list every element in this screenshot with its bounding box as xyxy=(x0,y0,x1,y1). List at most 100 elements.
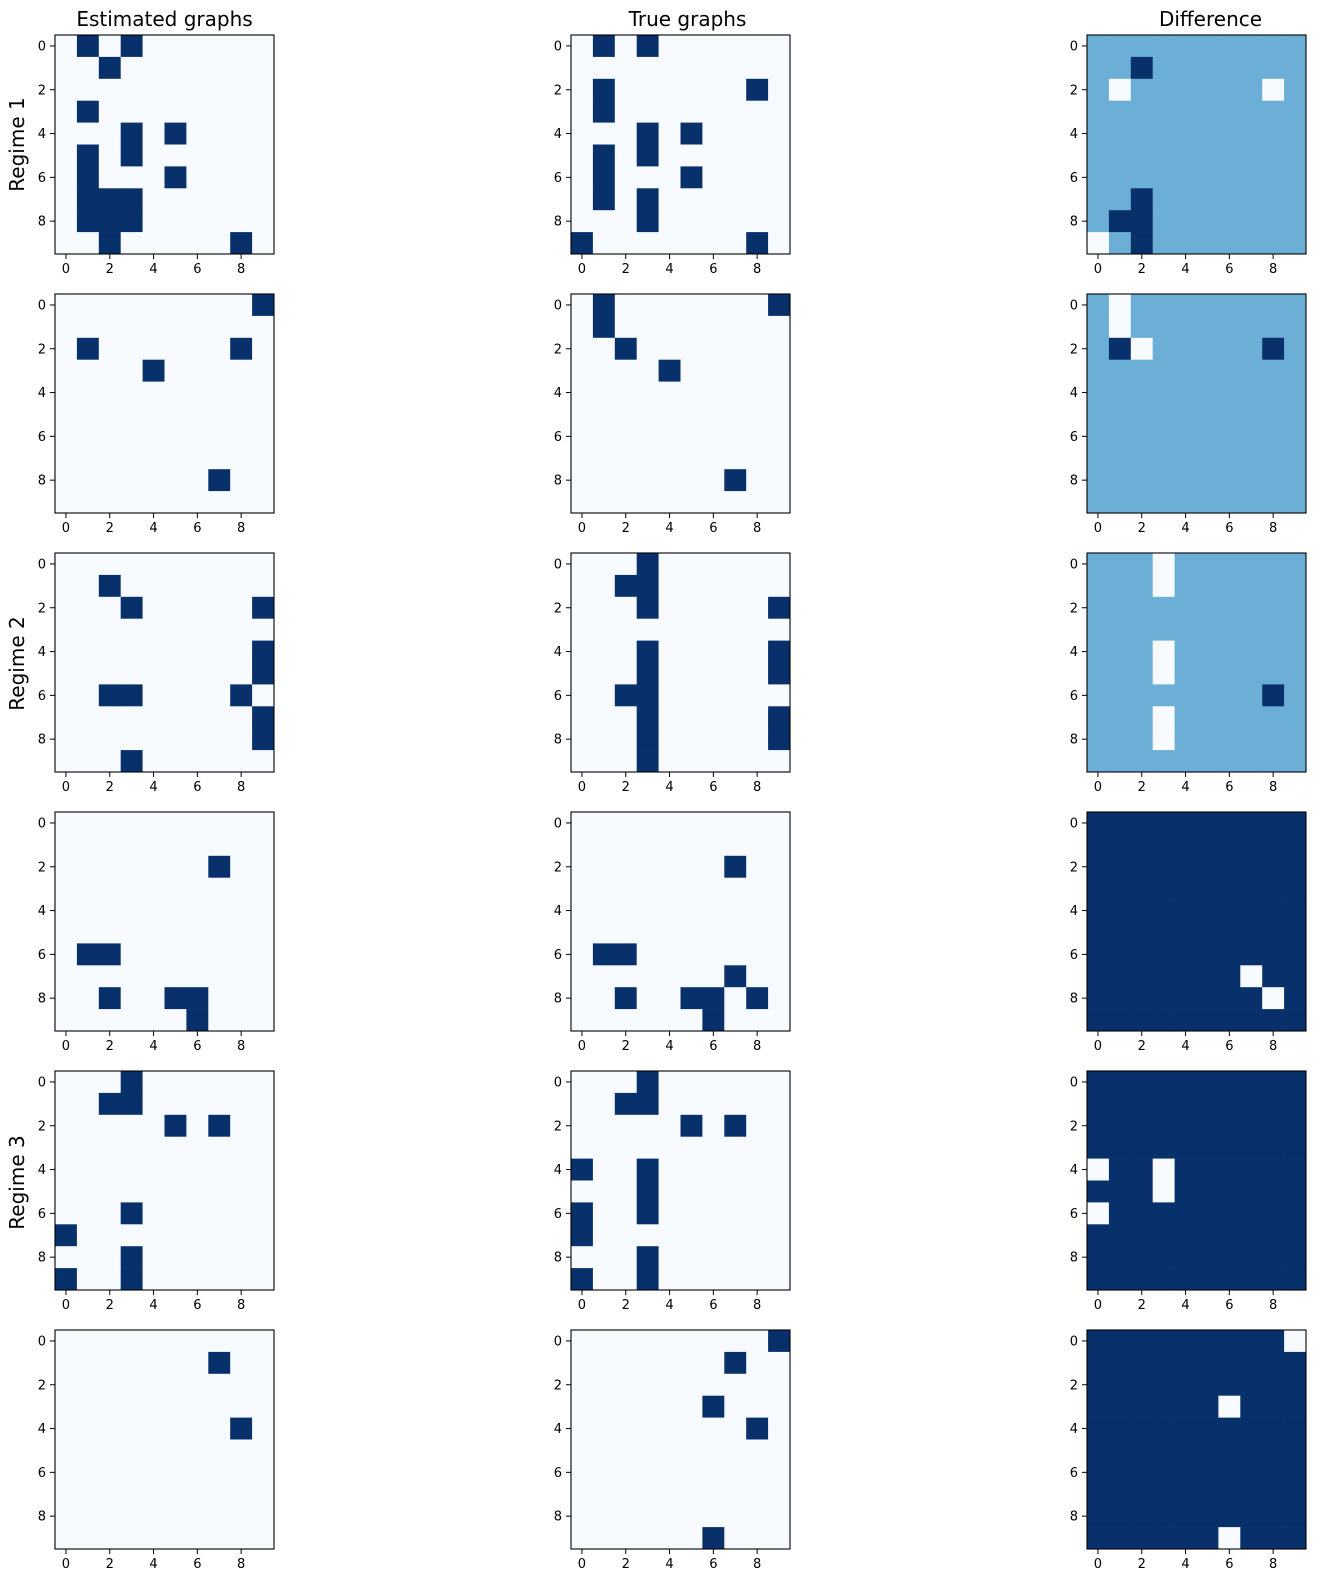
heatmap-cell xyxy=(571,403,594,426)
heatmap-cell xyxy=(1130,1461,1154,1484)
heatmap-cell xyxy=(1087,1373,1110,1397)
heatmap-cell xyxy=(768,1246,791,1269)
heatmap-cell xyxy=(252,1114,275,1138)
heatmap-cell xyxy=(746,1180,769,1203)
heatmap-cell xyxy=(208,1373,231,1397)
heatmap-cell xyxy=(1218,553,1241,576)
heatmap-cell xyxy=(230,337,253,361)
heatmap-cell xyxy=(120,425,143,448)
heatmap-cell xyxy=(208,728,231,751)
heatmap-cell xyxy=(55,1330,78,1353)
heatmap-cell xyxy=(1152,294,1175,317)
heatmap-cell xyxy=(768,403,791,426)
heatmap-cell xyxy=(208,1114,231,1138)
heatmap-cell xyxy=(1196,1373,1219,1397)
heatmap-cell xyxy=(1130,469,1154,492)
heatmap-cell xyxy=(1174,359,1197,382)
heatmap-cell xyxy=(252,100,275,123)
heatmap-cell xyxy=(1130,812,1154,835)
heatmap-cell xyxy=(592,1246,616,1269)
heatmap-cell xyxy=(724,1158,747,1181)
heatmap-cell xyxy=(636,1527,659,1550)
y-tick-label: 8 xyxy=(554,474,562,489)
heatmap-cell xyxy=(571,1092,594,1116)
heatmap-cell xyxy=(1087,1009,1110,1032)
y-tick-label: 8 xyxy=(38,1510,46,1525)
heatmap-cell xyxy=(1087,965,1110,988)
heatmap-cell xyxy=(724,1071,747,1094)
heatmap-cell xyxy=(702,1224,725,1247)
heatmap-cell xyxy=(658,447,681,470)
heatmap-cell xyxy=(1087,640,1110,663)
heatmap-cell xyxy=(98,1461,122,1484)
heatmap-cell xyxy=(614,1373,638,1397)
heatmap-cell xyxy=(76,1202,100,1225)
heatmap-cell xyxy=(571,1417,594,1440)
heatmap-cell xyxy=(724,1246,747,1269)
y-tick-label: 8 xyxy=(554,215,562,230)
heatmap-cell xyxy=(746,877,769,900)
heatmap-cell xyxy=(164,1180,187,1203)
heatmap-cell xyxy=(76,596,100,620)
heatmap-cell xyxy=(768,1527,791,1550)
heatmap-cell xyxy=(164,1330,187,1353)
heatmap-cell xyxy=(746,1395,769,1418)
heatmap-cell xyxy=(208,921,231,944)
heatmap-cell xyxy=(592,921,616,944)
heatmap-cell xyxy=(1262,596,1285,620)
heatmap-cell xyxy=(614,618,638,641)
heatmap-cell xyxy=(636,553,659,576)
heatmap-cell xyxy=(1152,1417,1175,1440)
heatmap-cell xyxy=(571,1224,594,1247)
heatmap-cell xyxy=(230,210,253,233)
heatmap-cell xyxy=(208,100,231,123)
heatmap-cell xyxy=(636,1009,659,1032)
heatmap-cell xyxy=(1130,35,1154,58)
heatmap-cell xyxy=(55,1527,78,1550)
heatmap-cell xyxy=(1218,1330,1241,1353)
heatmap-cell xyxy=(98,750,122,773)
heatmap-cell xyxy=(164,1009,187,1032)
heatmap-cell xyxy=(55,1505,78,1528)
heatmap-cell xyxy=(1130,553,1154,576)
heatmap-cell xyxy=(746,1527,769,1550)
y-tick-label: 8 xyxy=(554,1510,562,1525)
heatmap-cell xyxy=(614,833,638,857)
heatmap-cell xyxy=(55,750,78,773)
heatmap-cell xyxy=(571,1483,594,1506)
heatmap-cell xyxy=(658,662,681,685)
heatmap-cell xyxy=(1262,1439,1285,1462)
heatmap-cell xyxy=(252,491,275,514)
heatmap-cell xyxy=(76,381,100,404)
heatmap-cell xyxy=(120,188,143,211)
heatmap-cell xyxy=(208,359,231,382)
heatmap-cell xyxy=(1262,1136,1285,1159)
heatmap-cell xyxy=(768,987,791,1010)
heatmap-cell xyxy=(208,987,231,1010)
heatmap-cell xyxy=(746,1092,769,1116)
x-tick-label: 6 xyxy=(1225,262,1233,277)
heatmap-cell xyxy=(120,1461,143,1484)
heatmap-cell xyxy=(636,469,659,492)
heatmap-cell xyxy=(142,100,165,123)
heatmap-cell xyxy=(230,78,253,102)
y-tick-label: 0 xyxy=(38,1334,46,1349)
heatmap-cell xyxy=(724,1180,747,1203)
heatmap-cell xyxy=(680,618,703,641)
heatmap-cell xyxy=(1130,425,1154,448)
heatmap-cell xyxy=(76,35,100,58)
heatmap-cell xyxy=(55,1071,78,1094)
heatmap-cell xyxy=(1218,640,1241,663)
x-tick-label: 8 xyxy=(753,521,761,536)
heatmap-cell xyxy=(768,640,791,663)
heatmap-cell xyxy=(768,1351,791,1375)
heatmap-cell xyxy=(1284,56,1307,80)
heatmap-cell xyxy=(1196,491,1219,514)
heatmap-cell xyxy=(1174,1417,1197,1440)
x-tick-label: 4 xyxy=(149,1039,157,1054)
x-tick-label: 4 xyxy=(1181,780,1189,795)
x-tick-label: 8 xyxy=(1269,1039,1277,1054)
heatmap-cell xyxy=(724,618,747,641)
heatmap-cell xyxy=(55,1483,78,1506)
heatmap-cell xyxy=(1130,899,1154,922)
